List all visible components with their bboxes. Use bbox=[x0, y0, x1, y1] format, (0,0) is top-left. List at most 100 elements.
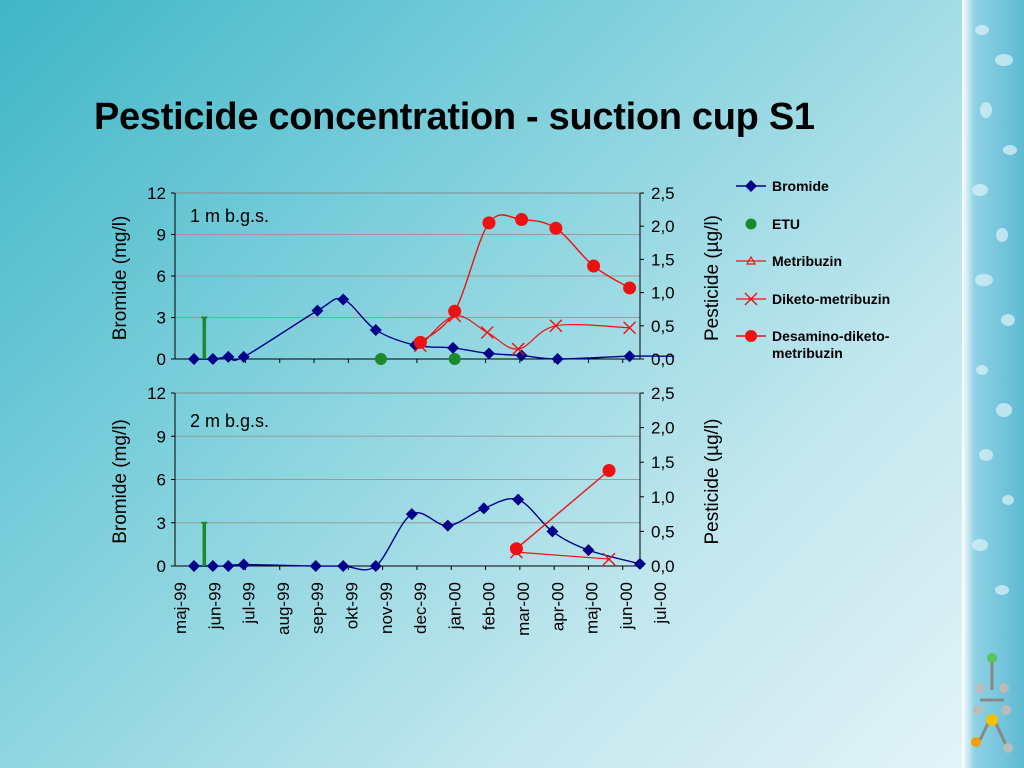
legend-item-diketo: Diketo-metribuzin bbox=[736, 291, 936, 329]
legend-triangle-icon bbox=[736, 255, 766, 265]
y-right-tick-label: 0,5 bbox=[651, 522, 675, 541]
x-category-label: apr-00 bbox=[548, 582, 567, 631]
bromide-point bbox=[206, 353, 219, 365]
y-left-tick-label: 12 bbox=[147, 184, 166, 203]
y-right-tick-label: 1,0 bbox=[651, 488, 675, 507]
bromide-point bbox=[582, 544, 595, 557]
legend-diamond-icon bbox=[736, 180, 766, 192]
x-category-label: jan-00 bbox=[445, 582, 464, 630]
bromide-point bbox=[405, 508, 418, 521]
legend-label: ETU bbox=[772, 215, 800, 232]
legend-circle-icon bbox=[745, 218, 757, 229]
legend-item-etu: ETU bbox=[736, 216, 936, 254]
x-category-label: jun-00 bbox=[617, 582, 636, 630]
x-category-label: mar-00 bbox=[514, 582, 533, 636]
x-category-label: maj-00 bbox=[583, 582, 602, 634]
y-right-tick-label: 2,5 bbox=[651, 384, 675, 403]
legend-item-desamino: Desamino-diketo-metribuzin bbox=[736, 328, 936, 366]
decorative-water-strip bbox=[962, 0, 1024, 768]
bromide-point bbox=[206, 560, 219, 572]
bromide-series-line bbox=[193, 498, 641, 571]
etu-point bbox=[374, 353, 387, 365]
x-category-label: okt-99 bbox=[343, 582, 362, 629]
y-right-tick-label: 0,5 bbox=[651, 317, 675, 336]
bromide-point bbox=[188, 353, 200, 365]
desamino-point bbox=[509, 542, 523, 556]
legend-item-bromide: Bromide bbox=[736, 178, 936, 216]
y-left-tick-label: 6 bbox=[157, 471, 166, 490]
bromide-point bbox=[546, 525, 559, 538]
y-right-tick-label: 2,5 bbox=[651, 184, 675, 203]
y-left-tick-label: 6 bbox=[157, 267, 166, 286]
y-right-tick-label: 1,5 bbox=[651, 453, 675, 472]
desamino-point bbox=[602, 464, 616, 478]
y-right-axis-label: Pesticide (µg/l) bbox=[702, 418, 723, 544]
x-category-label: aug-99 bbox=[274, 582, 293, 635]
legend-item-metribuzin: Metribuzin bbox=[736, 253, 936, 291]
desamino-series-line bbox=[419, 214, 630, 343]
y-left-tick-label: 3 bbox=[157, 309, 166, 328]
diketo-point bbox=[602, 552, 616, 566]
molecule-logo-icon bbox=[971, 653, 1013, 753]
y-right-tick-label: 1,5 bbox=[651, 250, 675, 269]
bromide-point bbox=[222, 350, 235, 363]
bromide-point bbox=[482, 347, 495, 360]
y-right-tick-label: 2,0 bbox=[651, 217, 675, 236]
y-left-tick-label: 0 bbox=[157, 557, 166, 576]
bromide-point bbox=[311, 304, 324, 317]
bromide-point bbox=[222, 560, 235, 572]
x-category-label: jul-00 bbox=[651, 582, 670, 625]
legend-cross-icon bbox=[736, 292, 766, 305]
x-category-label: feb-00 bbox=[480, 582, 499, 630]
legend-label: Metribuzin bbox=[772, 253, 842, 269]
slide-title: Pesticide concentration - suction cup S1 bbox=[94, 96, 815, 138]
bromide-point bbox=[515, 349, 528, 362]
desamino-point bbox=[448, 304, 462, 318]
bromide-point bbox=[512, 493, 525, 506]
y-left-tick-label: 9 bbox=[157, 226, 166, 245]
x-category-label: jun-99 bbox=[205, 582, 224, 630]
bromide-point bbox=[188, 560, 200, 572]
bromide-point bbox=[337, 293, 350, 306]
diketo-series-line bbox=[516, 551, 610, 560]
y-left-axis-label: Bromide (mg/l) bbox=[110, 419, 131, 544]
bromide-point bbox=[369, 560, 382, 572]
y-right-tick-label: 2,0 bbox=[651, 419, 675, 438]
bromide-point bbox=[633, 557, 646, 570]
diketo-point bbox=[511, 342, 525, 356]
legend-label: Desamino-diketo-metribuzin bbox=[772, 328, 890, 361]
y-right-tick-label: 1,0 bbox=[651, 284, 675, 303]
bromide-point bbox=[369, 323, 382, 336]
legend: Bromide ETU Metribuzin Diketo-metribuzin… bbox=[736, 178, 936, 366]
desamino-series-line bbox=[515, 469, 610, 550]
y-left-tick-label: 0 bbox=[157, 350, 166, 369]
y-left-tick-label: 3 bbox=[157, 514, 166, 533]
y-left-axis-label: Bromide (mg/l) bbox=[110, 216, 131, 341]
bromide-point bbox=[309, 560, 322, 572]
bromide-series-line bbox=[193, 297, 675, 361]
bromide-point bbox=[551, 353, 564, 365]
panel-annotation: 1 m b.g.s. bbox=[190, 206, 269, 226]
x-category-label: dec-99 bbox=[411, 582, 430, 634]
legend-label: Bromide bbox=[772, 178, 829, 194]
x-category-label: maj-99 bbox=[171, 582, 190, 634]
y-left-tick-label: 9 bbox=[157, 427, 166, 446]
legend-label: Diketo-metribuzin bbox=[772, 290, 891, 307]
desamino-point bbox=[623, 281, 637, 295]
desamino-point bbox=[413, 335, 427, 349]
desamino-point bbox=[482, 216, 496, 230]
bromide-point bbox=[237, 350, 250, 363]
bromide-point bbox=[446, 341, 459, 354]
y-right-axis-label: Pesticide (µg/l) bbox=[702, 215, 723, 341]
x-category-label: jul-99 bbox=[240, 582, 259, 625]
bromide-point bbox=[623, 350, 636, 363]
diketo-point bbox=[480, 325, 494, 339]
etu-point bbox=[448, 353, 461, 365]
diketo-point bbox=[623, 321, 637, 335]
x-category-label: sep-99 bbox=[308, 582, 327, 634]
panel-annotation: 2 m b.g.s. bbox=[190, 411, 269, 431]
y-right-tick-label: 0,0 bbox=[651, 350, 675, 369]
desamino-point bbox=[587, 259, 601, 273]
legend-dot-icon bbox=[736, 330, 766, 342]
